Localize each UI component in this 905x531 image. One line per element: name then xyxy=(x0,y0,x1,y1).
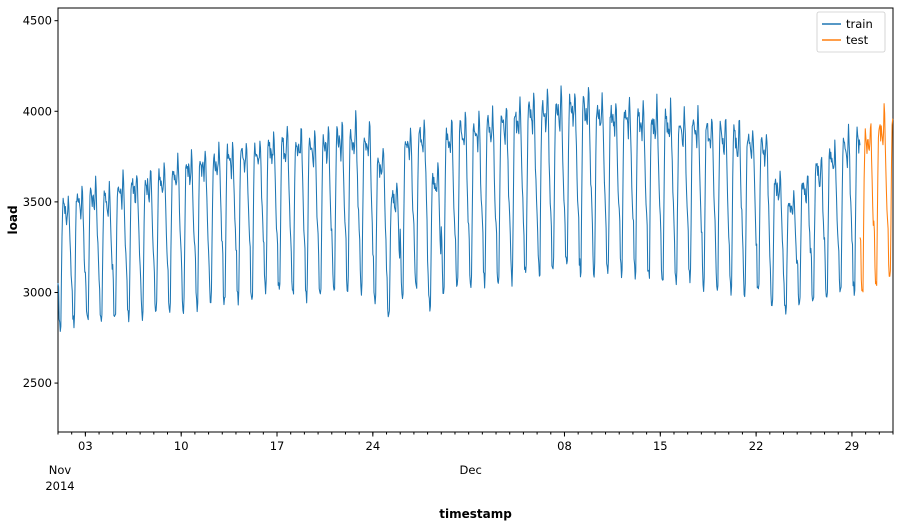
x-tick-label: 03 xyxy=(78,439,93,453)
x-tick-label: 15 xyxy=(653,439,668,453)
y-tick-label: 4000 xyxy=(23,104,52,118)
x-tick-label: 17 xyxy=(270,439,285,453)
y-tick-label: 2500 xyxy=(23,376,52,390)
legend-label-test[interactable]: test xyxy=(846,33,869,47)
x-tick-label: 10 xyxy=(174,439,189,453)
y-tick-label: 4500 xyxy=(23,14,52,28)
x-tick-label: 29 xyxy=(845,439,860,453)
plot-frame xyxy=(57,7,894,433)
y-tick-label: 3000 xyxy=(23,285,52,299)
y-tick-label: 3500 xyxy=(23,195,52,209)
axes-frame xyxy=(57,7,894,433)
x-minor-label-year: 2014 xyxy=(45,479,74,493)
data-series-group xyxy=(57,85,894,332)
y-axis-title: load xyxy=(6,205,20,234)
x-tick-label: 08 xyxy=(557,439,572,453)
x-tick-label: 22 xyxy=(749,439,764,453)
x-minor-label-month: Nov xyxy=(49,463,72,477)
x-minor-label-month: Dec xyxy=(460,463,482,477)
x-axis-minor-month-labels: Nov 2014 Dec xyxy=(45,463,481,493)
legend-frame xyxy=(816,11,886,53)
chart-legend[interactable]: train test xyxy=(816,11,886,53)
axis-titles: timestamp load xyxy=(6,205,512,521)
x-axis-title: timestamp xyxy=(439,507,512,521)
y-axis-ticks: 2500 3000 3500 4000 4500 xyxy=(23,14,58,390)
legend-label-train[interactable]: train xyxy=(846,17,873,31)
x-axis-ticks: 03 10 17 24 08 15 22 29 xyxy=(57,432,894,453)
series-line-test xyxy=(859,103,894,293)
x-tick-label: 24 xyxy=(366,439,381,453)
series-line-train xyxy=(57,85,861,332)
